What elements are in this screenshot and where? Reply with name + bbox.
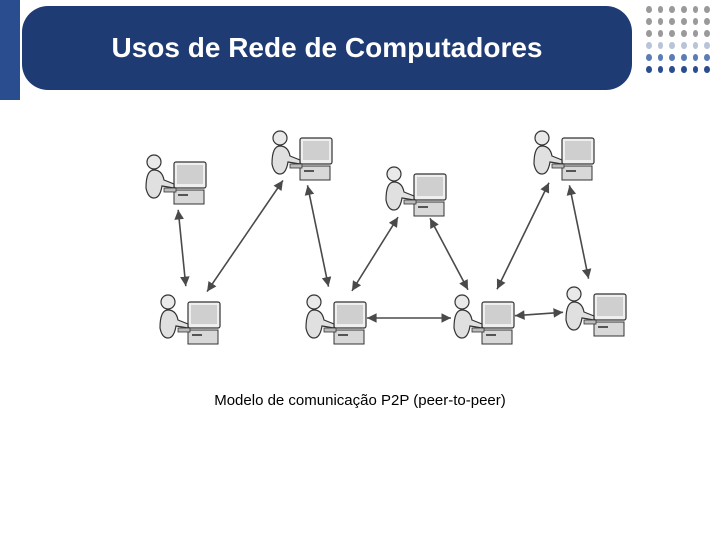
dot	[669, 66, 675, 73]
dot	[704, 42, 710, 49]
dot	[681, 30, 687, 37]
dot	[693, 66, 699, 73]
dot	[658, 6, 664, 13]
edge	[307, 185, 328, 286]
dot	[693, 42, 699, 49]
title-text: Usos de Rede de Computadores	[112, 32, 543, 64]
p2p-diagram	[92, 120, 632, 380]
dot	[646, 42, 652, 49]
edge	[515, 312, 563, 315]
dot	[658, 18, 664, 25]
dot	[704, 18, 710, 25]
edge	[207, 180, 283, 291]
dot	[646, 66, 652, 73]
peer-node	[380, 160, 450, 220]
peer-node	[448, 288, 518, 348]
dot	[658, 30, 664, 37]
edge	[569, 185, 588, 278]
dot	[693, 6, 699, 13]
dot	[704, 54, 710, 61]
dot	[693, 30, 699, 37]
dot	[658, 54, 664, 61]
dot	[669, 54, 675, 61]
peer-node	[140, 148, 210, 208]
edge	[497, 183, 549, 289]
dot	[704, 66, 710, 73]
dot	[681, 6, 687, 13]
peer-node	[154, 288, 224, 348]
dot	[658, 66, 664, 73]
diagram-caption: Modelo de comunicação P2P (peer-to-peer)	[0, 392, 720, 409]
dot	[693, 54, 699, 61]
dot	[669, 30, 675, 37]
slide: Usos de Rede de Computadores Modelo de c…	[0, 0, 720, 540]
dot	[646, 18, 652, 25]
dot	[646, 30, 652, 37]
dot	[669, 6, 675, 13]
dot	[658, 42, 664, 49]
dot	[646, 54, 652, 61]
dot	[681, 54, 687, 61]
dot	[704, 30, 710, 37]
peer-node	[266, 124, 336, 184]
dot	[669, 42, 675, 49]
dot	[669, 18, 675, 25]
edge	[352, 217, 398, 291]
dot	[646, 6, 652, 13]
edge	[430, 218, 468, 289]
dot	[681, 66, 687, 73]
dot	[704, 6, 710, 13]
peer-node	[528, 124, 598, 184]
dot	[693, 18, 699, 25]
dot	[681, 18, 687, 25]
peer-node	[560, 280, 630, 340]
corner-dots	[646, 6, 710, 78]
peer-node	[300, 288, 370, 348]
sidebar-accent	[0, 0, 20, 100]
edge	[178, 210, 186, 286]
dot	[681, 42, 687, 49]
title-banner: Usos de Rede de Computadores	[22, 6, 632, 90]
